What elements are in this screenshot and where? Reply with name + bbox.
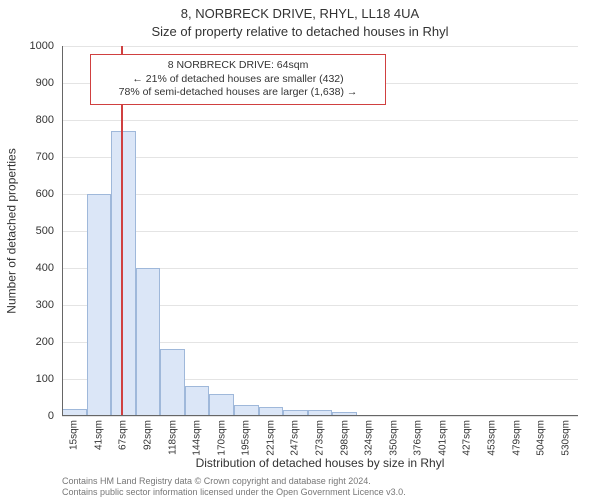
footer-line-2: Contains public sector information licen… [62,487,578,498]
bar [111,131,136,416]
bar [160,349,185,416]
y-tick-label: 800 [14,114,54,126]
y-tick-label: 600 [14,188,54,200]
x-tick-label: 118sqm [167,420,178,455]
x-tick-label: 92sqm [143,420,154,450]
x-tick-label: 298sqm [339,420,350,456]
y-tick-label: 300 [14,299,54,311]
x-tick-label: 170sqm [216,420,227,456]
y-axis-line [62,46,63,416]
x-tick-label: 67sqm [118,420,129,450]
x-tick-label: 41sqm [93,420,104,450]
y-tick-label: 900 [14,77,54,89]
x-tick-label: 479sqm [511,420,522,456]
x-tick-label: 427sqm [462,420,473,456]
plot-area: 8 NORBRECK DRIVE: 64sqm← 21% of detached… [62,46,578,416]
y-tick-label: 200 [14,336,54,348]
bar [185,386,210,416]
x-tick-label: 195sqm [241,420,252,456]
x-tick-label: 401sqm [437,420,448,456]
y-tick-label: 500 [14,225,54,237]
bar [209,394,234,416]
annotation-box: 8 NORBRECK DRIVE: 64sqm← 21% of detached… [90,54,386,105]
x-axis-line [62,415,578,416]
x-tick-label: 273sqm [315,420,326,456]
chart-title-main: 8, NORBRECK DRIVE, RHYL, LL18 4UA [0,6,600,21]
x-tick-label: 324sqm [364,420,375,456]
y-tick-label: 700 [14,151,54,163]
annotation-line: ← 21% of detached houses are smaller (43… [99,73,377,87]
y-axis-labels: 01002003004005006007008009001000 [0,46,58,416]
x-axis-title: Distribution of detached houses by size … [62,456,578,470]
x-tick-label: 221sqm [265,420,276,456]
bar [136,268,161,416]
x-tick-label: 144sqm [192,420,203,456]
x-tick-label: 15sqm [69,420,80,450]
footer: Contains HM Land Registry data © Crown c… [62,476,578,498]
annotation-line: 8 NORBRECK DRIVE: 64sqm [99,59,377,73]
x-tick-label: 504sqm [536,420,547,456]
footer-line-1: Contains HM Land Registry data © Crown c… [62,476,578,487]
x-tick-label: 530sqm [560,420,571,456]
annotation-line: 78% of semi-detached houses are larger (… [99,86,377,100]
bar [87,194,112,416]
x-tick-label: 247sqm [290,420,301,456]
y-tick-label: 400 [14,262,54,274]
y-tick-label: 0 [14,410,54,422]
chart-root: 8, NORBRECK DRIVE, RHYL, LL18 4UA Size o… [0,0,600,500]
y-tick-label: 100 [14,373,54,385]
y-tick-label: 1000 [14,40,54,52]
x-tick-label: 453sqm [487,420,498,456]
gridline [62,416,578,417]
chart-title-sub: Size of property relative to detached ho… [0,24,600,39]
x-tick-label: 350sqm [388,420,399,456]
x-tick-label: 376sqm [413,420,424,456]
